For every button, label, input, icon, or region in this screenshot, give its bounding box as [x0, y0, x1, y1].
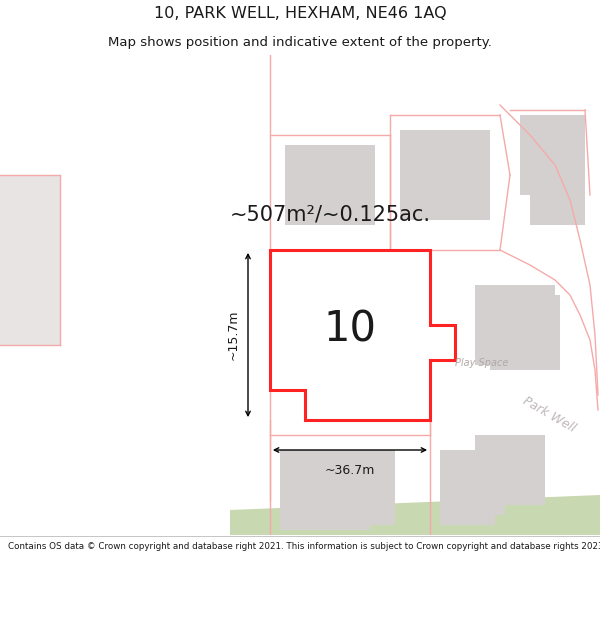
Bar	[400, 130, 490, 220]
Bar	[0, 175, 60, 345]
Bar	[475, 435, 545, 505]
Bar	[290, 265, 405, 375]
Text: Play Space: Play Space	[455, 358, 508, 368]
Text: Map shows position and indicative extent of the property.: Map shows position and indicative extent…	[108, 36, 492, 49]
Bar	[280, 450, 395, 525]
Bar	[280, 485, 370, 530]
Polygon shape	[230, 495, 600, 535]
Bar	[440, 485, 495, 525]
Bar	[530, 135, 585, 225]
Bar	[440, 450, 505, 515]
Text: Contains OS data © Crown copyright and database right 2021. This information is : Contains OS data © Crown copyright and d…	[8, 542, 600, 551]
Text: 10, PARK WELL, HEXHAM, NE46 1AQ: 10, PARK WELL, HEXHAM, NE46 1AQ	[154, 6, 446, 21]
Text: 10: 10	[323, 309, 377, 351]
Bar	[520, 115, 585, 195]
Text: Park Well: Park Well	[520, 395, 577, 435]
Bar	[490, 295, 560, 370]
Bar	[475, 285, 555, 365]
Bar	[285, 145, 375, 225]
Text: ~15.7m: ~15.7m	[227, 310, 240, 360]
Polygon shape	[270, 250, 455, 420]
Text: ~507m²/~0.125ac.: ~507m²/~0.125ac.	[229, 205, 431, 225]
Text: ~36.7m: ~36.7m	[325, 464, 375, 477]
